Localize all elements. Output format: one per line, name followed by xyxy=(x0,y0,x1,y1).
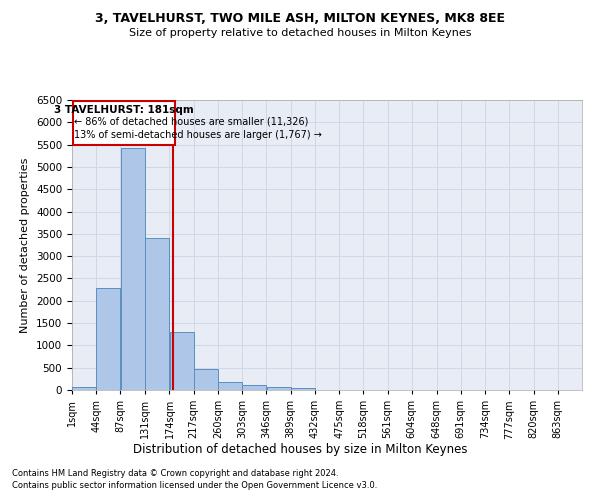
Bar xyxy=(266,387,290,390)
Text: ← 86% of detached houses are smaller (11,326): ← 86% of detached houses are smaller (11… xyxy=(74,117,308,127)
Bar xyxy=(145,238,169,390)
Text: Contains HM Land Registry data © Crown copyright and database right 2024.: Contains HM Land Registry data © Crown c… xyxy=(12,468,338,477)
Text: Distribution of detached houses by size in Milton Keynes: Distribution of detached houses by size … xyxy=(133,442,467,456)
Bar xyxy=(291,388,315,390)
Bar xyxy=(242,386,266,390)
Bar xyxy=(121,148,145,390)
Text: 3 TAVELHURST: 181sqm: 3 TAVELHURST: 181sqm xyxy=(53,104,193,115)
FancyBboxPatch shape xyxy=(73,101,175,144)
Text: Contains public sector information licensed under the Open Government Licence v3: Contains public sector information licen… xyxy=(12,481,377,490)
Text: 13% of semi-detached houses are larger (1,767) →: 13% of semi-detached houses are larger (… xyxy=(74,130,322,140)
Y-axis label: Number of detached properties: Number of detached properties xyxy=(20,158,31,332)
Bar xyxy=(170,332,194,390)
Bar xyxy=(97,288,121,390)
Text: Size of property relative to detached houses in Milton Keynes: Size of property relative to detached ho… xyxy=(129,28,471,38)
Bar xyxy=(72,387,96,390)
Bar xyxy=(194,368,218,390)
Bar xyxy=(218,382,242,390)
Text: 3, TAVELHURST, TWO MILE ASH, MILTON KEYNES, MK8 8EE: 3, TAVELHURST, TWO MILE ASH, MILTON KEYN… xyxy=(95,12,505,26)
